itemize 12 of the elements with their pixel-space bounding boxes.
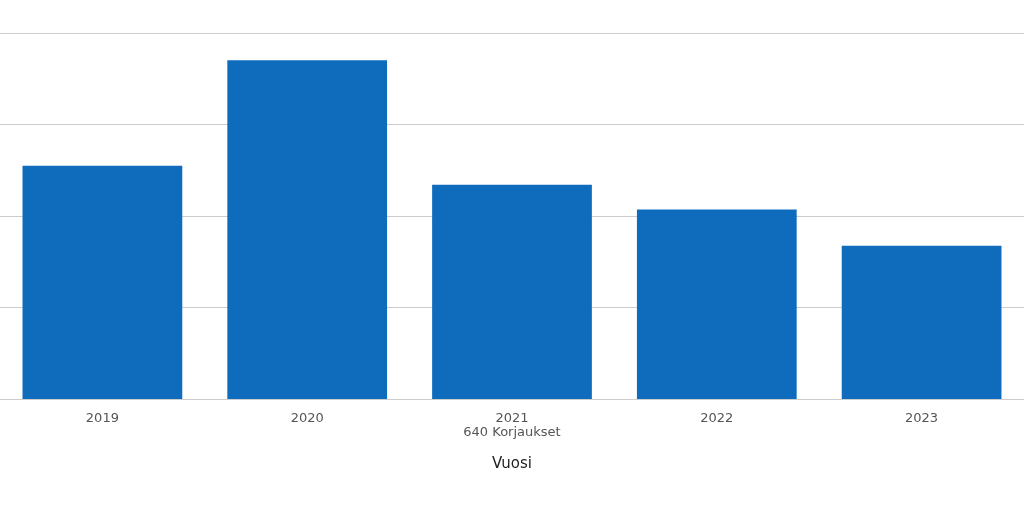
x-tick-label: 2020 (290, 409, 324, 425)
x-tick-label: 2022 (700, 409, 734, 425)
text: 640 Korjaukset (463, 423, 561, 439)
bar (22, 165, 183, 399)
x-tick-label: 2019 (85, 409, 119, 425)
bar (227, 60, 388, 399)
x-axis-title: Vuosi (492, 453, 532, 472)
bar (636, 209, 797, 399)
x-tick-label: 2021 (495, 409, 529, 425)
x-tick-label: 2023 (905, 409, 939, 425)
bar (432, 184, 592, 399)
bar (841, 245, 1002, 399)
